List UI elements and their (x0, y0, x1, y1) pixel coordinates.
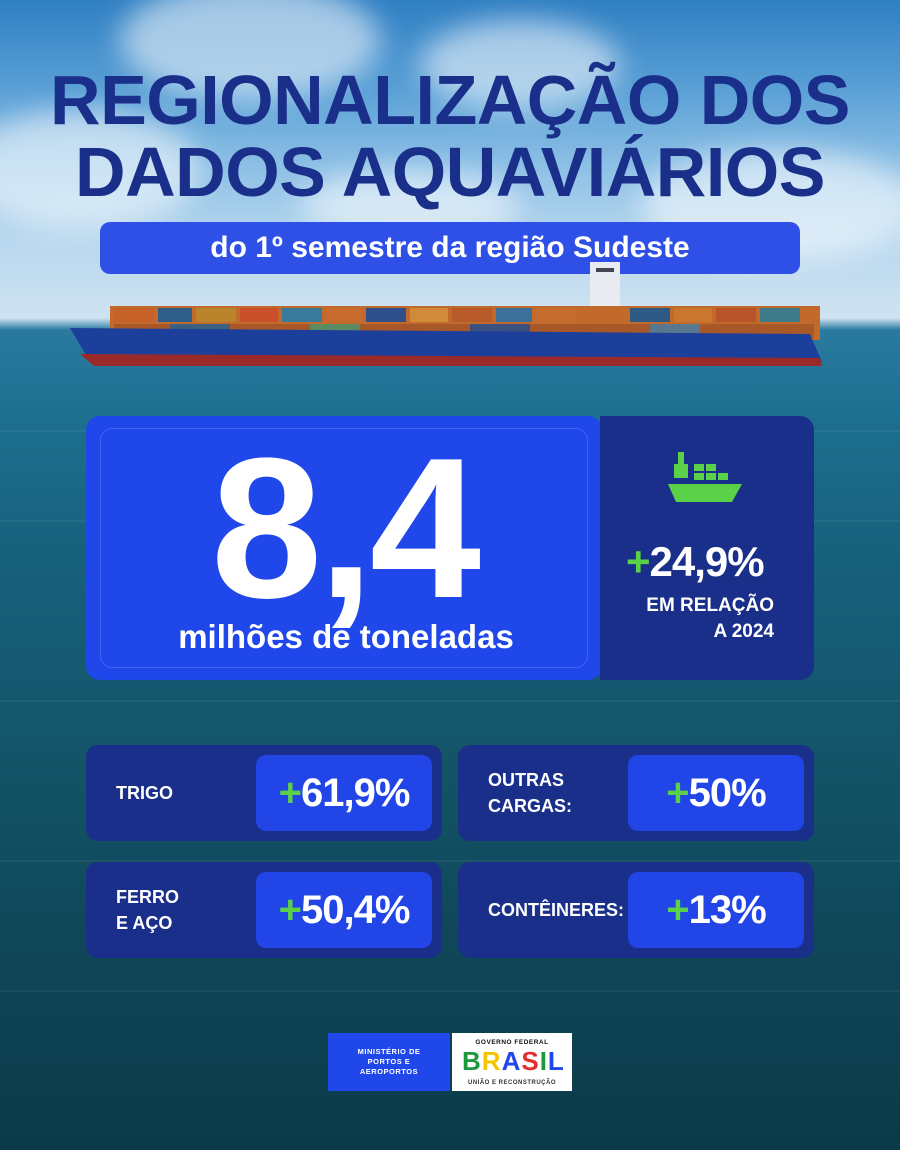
plus-icon: + (666, 887, 689, 932)
comparison-line-1: EM RELAÇÃO (646, 595, 774, 616)
plus-icon: + (626, 538, 651, 585)
plus-icon: + (666, 770, 689, 815)
title-line-1: REGIONALIZAÇÃO DOS (50, 61, 850, 139)
plus-icon: + (278, 887, 302, 932)
comparison-line-2: A 2024 (713, 621, 774, 642)
growth-comparison: EM RELAÇÃO A 2024 (626, 593, 774, 645)
category-card-trigo: TRIGO +61,9% (86, 745, 442, 841)
category-value: +50% (628, 755, 804, 831)
ministry-logo: MINISTÉRIO DE PORTOS E AEROPORTOS (328, 1033, 450, 1091)
category-label: CONTÊINERES: (488, 900, 625, 920)
plus-icon: + (278, 770, 302, 815)
category-card-ferro-aco: FERRO E AÇO +50,4% (86, 862, 442, 958)
title-line-2: DADOS AQUAVIÁRIOS (75, 133, 825, 211)
main-stat-value: 8,4 (210, 417, 481, 640)
government-logo: GOVERNO FEDERAL BRASIL UNIÃO E RECONSTRU… (452, 1033, 572, 1091)
category-label: OUTRAS CARGAS: (488, 770, 572, 816)
growth-value: 24,9% (649, 538, 765, 585)
category-label: TRIGO (116, 783, 173, 803)
category-value: +61,9% (256, 755, 432, 831)
subtitle-banner: do 1º semestre da região Sudeste (100, 222, 800, 274)
growth-percentage: +24,9% (626, 538, 806, 586)
category-card-conteineres: CONTÊINERES: +13% (458, 862, 814, 958)
growth-card (600, 416, 814, 680)
category-value: +13% (628, 872, 804, 948)
page-title: REGIONALIZAÇÃO DOS DADOS AQUAVIÁRIOS (0, 64, 900, 208)
main-stat-unit: milhões de toneladas (178, 618, 514, 655)
category-card-outras-cargas: OUTRAS CARGAS: +50% (458, 745, 814, 841)
main-stat-card: 8,4 (86, 416, 602, 680)
main-stat-card-border (100, 428, 588, 668)
category-label: FERRO E AÇO (116, 887, 179, 933)
container-ship-image (70, 262, 822, 366)
cargo-ship-icon (668, 452, 742, 502)
category-value: +50,4% (256, 872, 432, 948)
brasil-wordmark: BRASIL (462, 1046, 565, 1076)
